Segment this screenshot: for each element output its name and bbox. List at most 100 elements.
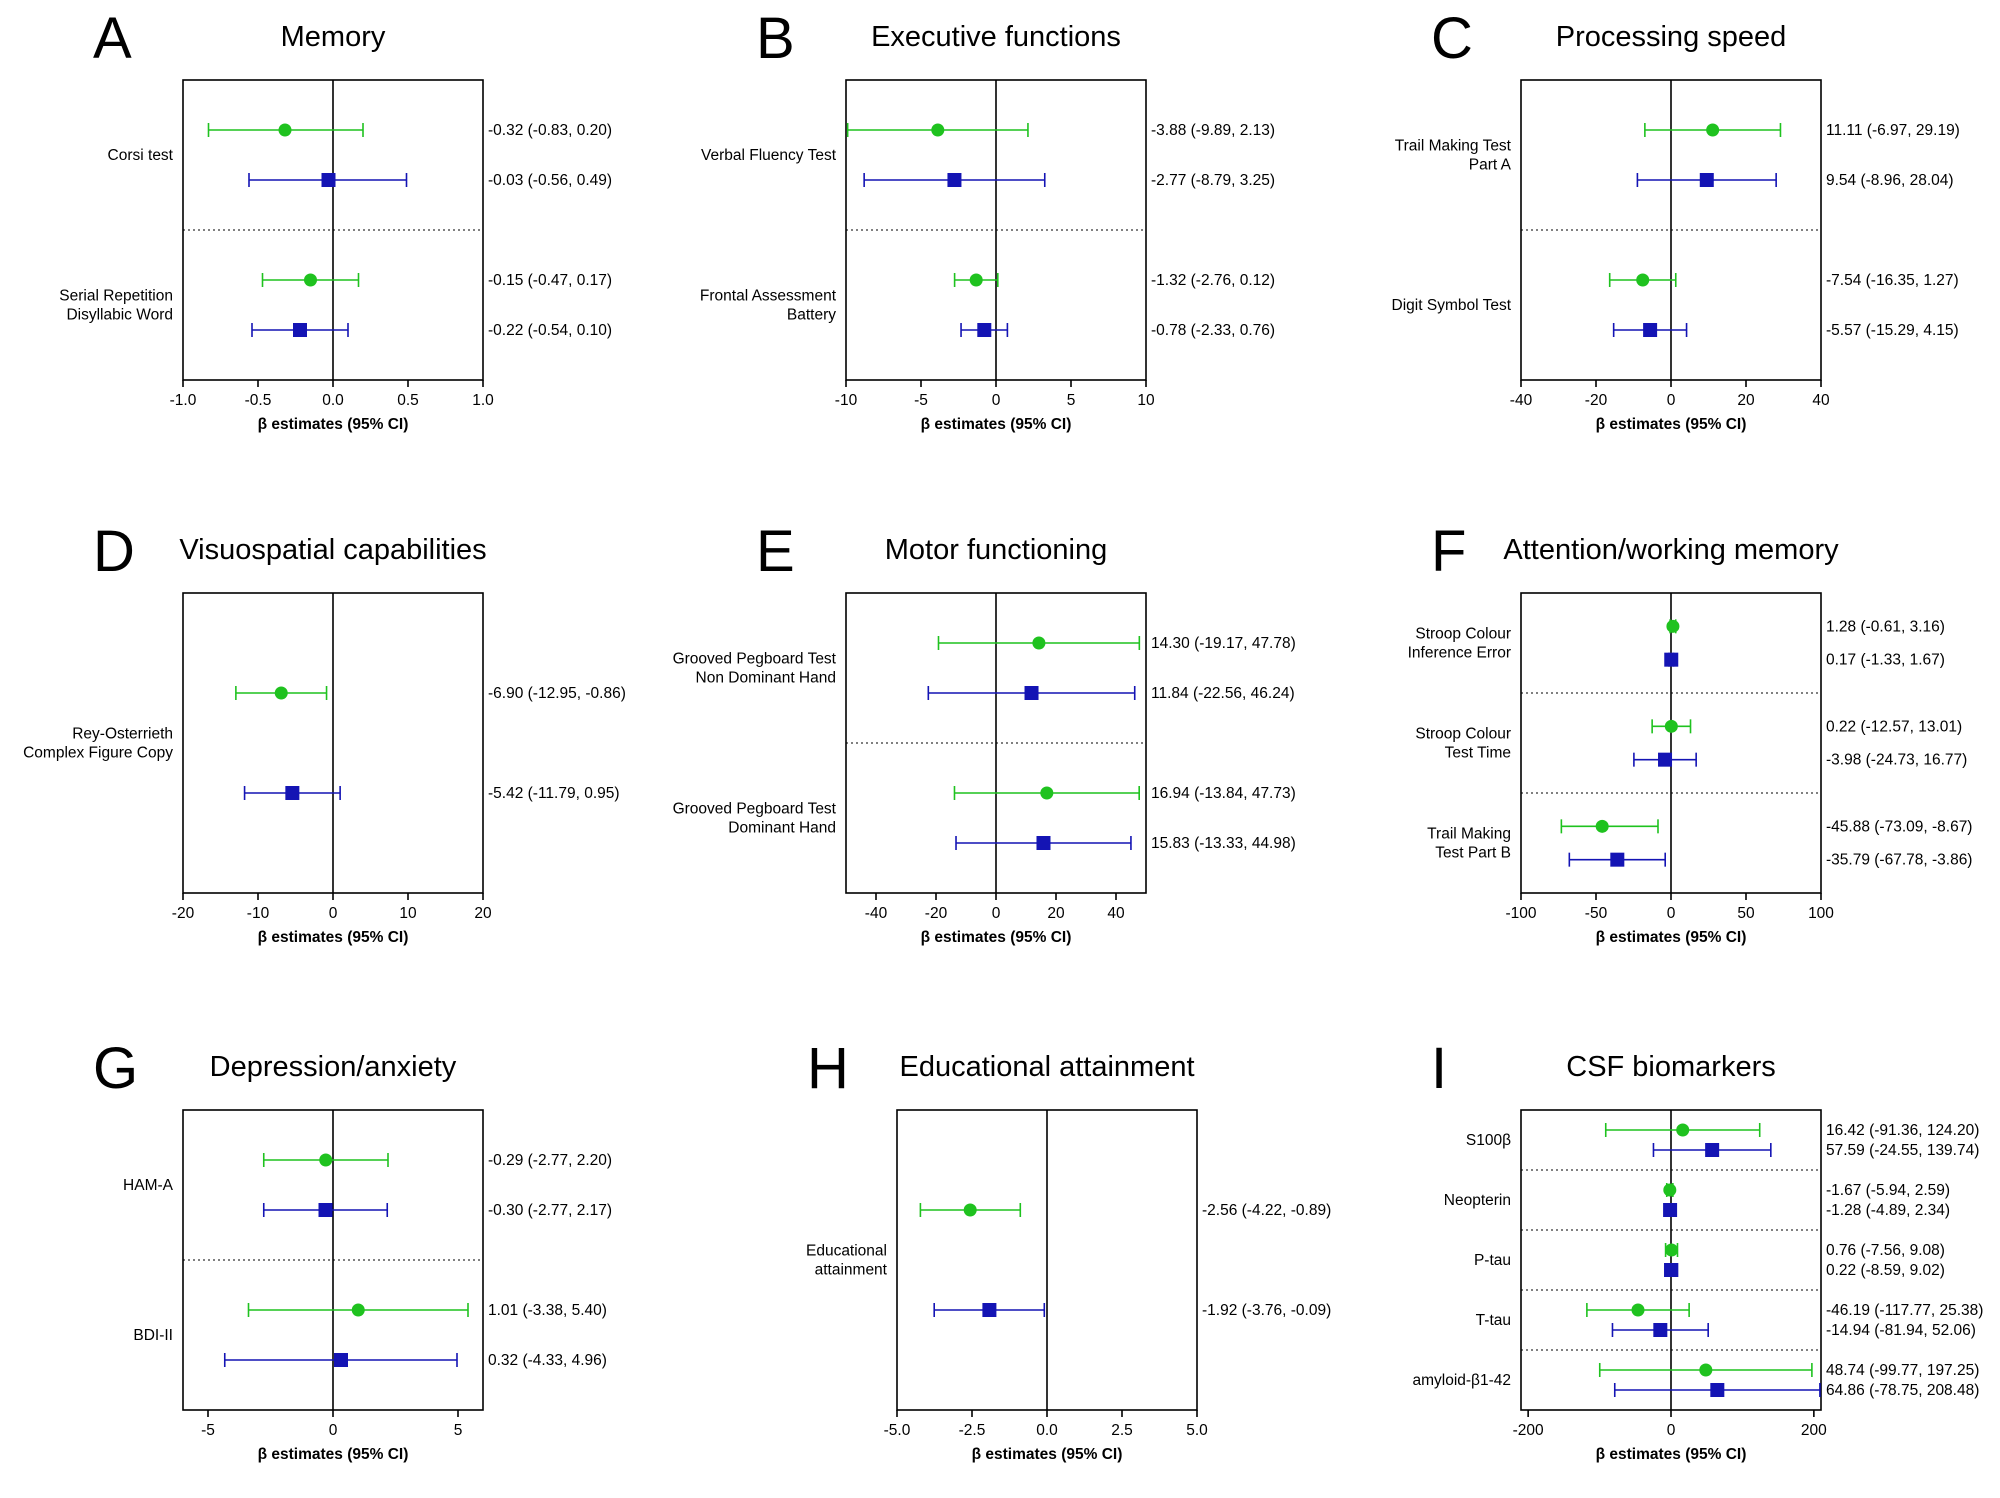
- panel-b-tick-label: 5: [1067, 392, 1076, 409]
- panel-i-x-axis-label: β estimates (95% CI): [1596, 1446, 1747, 1463]
- panel-i-green-estimate-label: -1.67 (-5.94, 2.59): [1826, 1182, 1950, 1199]
- panel-h-row-label: attainment: [815, 1262, 888, 1279]
- panel-c: C Processing speed -40 -20 0 20 40 β estimates …: [1392, 6, 1960, 433]
- panel-e-tick-label: -20: [925, 905, 948, 922]
- panel-f-tick-label: 0: [1667, 905, 1676, 922]
- panel-i-tick-label: -200: [1513, 1422, 1544, 1439]
- panel-c-blue-estimate-label: 9.54 (-8.96, 28.04): [1826, 172, 1954, 189]
- panel-i-blue-estimate-square: [1653, 1323, 1668, 1337]
- panel-e-row-label: Grooved Pegboard Test: [673, 801, 837, 818]
- panel-b-row-label: Frontal Assessment: [700, 288, 837, 305]
- panel-a-green-estimate-label: -0.15 (-0.47, 0.17): [488, 272, 612, 289]
- panel-i-row-label: Neopterin: [1444, 1192, 1511, 1209]
- panel-i-green-estimate-label: 0.76 (-7.56, 9.08): [1826, 1242, 1945, 1259]
- panel-e-blue-estimate-label: 15.83 (-13.33, 44.98): [1151, 835, 1296, 852]
- panel-a-row-label: Disyllabic Word: [66, 307, 173, 324]
- panel-b-blue-estimate-square: [947, 173, 962, 187]
- panel-i-blue-estimate-square: [1663, 1203, 1678, 1217]
- panel-g-blue-estimate-square: [318, 1203, 333, 1217]
- panel-h-blue-estimate-square: [982, 1303, 997, 1317]
- panel-i-blue-estimate-square: [1705, 1143, 1720, 1157]
- panel-f-row-label: Trail Making: [1427, 826, 1511, 843]
- panel-d-tick-label: 20: [474, 905, 492, 922]
- panel-h-blue-estimate-label: -1.92 (-3.76, -0.09): [1202, 1302, 1331, 1319]
- panel-g-x-axis-label: β estimates (95% CI): [258, 1446, 409, 1463]
- panel-i-tick-label: 0: [1667, 1422, 1676, 1439]
- panel-c-tick-label: 0: [1667, 392, 1676, 409]
- panel-f-blue-estimate-label: -3.98 (-24.73, 16.77): [1826, 752, 1967, 769]
- panel-h-green-estimate-circle: [963, 1203, 977, 1217]
- panel-f-row-label: Test Time: [1445, 745, 1511, 762]
- panel-f-green-estimate-circle: [1666, 619, 1680, 633]
- panel-g-tick-label: 5: [454, 1422, 463, 1439]
- panel-h-row-label: Educational: [806, 1243, 887, 1260]
- panel-g-blue-estimate-label: -0.30 (-2.77, 2.17): [488, 1202, 612, 1219]
- panel-a-title: Memory: [281, 21, 386, 53]
- panel-d-row-label: Complex Figure Copy: [23, 745, 173, 762]
- panel-g-letter: G: [93, 1036, 138, 1101]
- panel-c-title: Processing speed: [1556, 21, 1787, 53]
- panel-e-tick-label: 20: [1047, 905, 1065, 922]
- panel-a-blue-estimate-label: -0.22 (-0.54, 0.10): [488, 322, 612, 339]
- panel-b-x-axis-label: β estimates (95% CI): [921, 416, 1072, 433]
- panel-i-green-estimate-circle: [1663, 1183, 1677, 1197]
- panel-i-green-estimate-circle: [1665, 1243, 1679, 1257]
- panel-f-green-estimate-label: -45.88 (-73.09, -8.67): [1826, 818, 1972, 835]
- panel-f-green-estimate-circle: [1595, 819, 1609, 833]
- panel-e-blue-estimate-square: [1036, 836, 1051, 850]
- panel-d-green-estimate-label: -6.90 (-12.95, -0.86): [488, 685, 626, 702]
- panel-b-title: Executive functions: [871, 21, 1121, 53]
- panel-d: D Visuospatial capabilities -20 -10 0 10 20 β e…: [23, 519, 626, 946]
- panel-b: B Executive functions -10 -5 0 5 10 β estimates…: [700, 6, 1275, 433]
- panel-i-row-label: S100β: [1466, 1132, 1511, 1149]
- panel-c-tick-label: -20: [1585, 392, 1608, 409]
- panel-c-x-axis-label: β estimates (95% CI): [1596, 416, 1747, 433]
- panel-a-green-estimate-label: -0.32 (-0.83, 0.20): [488, 122, 612, 139]
- panel-f-row-label: Test Part B: [1435, 845, 1511, 862]
- panel-g-blue-estimate-square: [334, 1353, 348, 1367]
- panel-b-row-label: Verbal Fluency Test: [701, 147, 837, 164]
- panel-h: H Educational attainment -5.0 -2.5 0.0 2.5 5.0…: [806, 1036, 1331, 1463]
- panel-i-row-label: T-tau: [1476, 1312, 1511, 1329]
- panel-d-tick-label: 10: [399, 905, 417, 922]
- panel-i-green-estimate-circle: [1676, 1123, 1690, 1137]
- panel-e-row-label: Non Dominant Hand: [696, 670, 836, 687]
- panel-f-tick-label: -50: [1585, 905, 1608, 922]
- panel-f-blue-estimate-label: -35.79 (-67.78, -3.86): [1826, 852, 1972, 869]
- panel-f-x-axis-label: β estimates (95% CI): [1596, 929, 1747, 946]
- panel-f-tick-label: -100: [1505, 905, 1536, 922]
- panel-b-row-label: Battery: [787, 307, 836, 324]
- panel-c-green-estimate-label: 11.11 (-6.97, 29.19): [1826, 122, 1960, 139]
- panel-d-green-estimate-circle: [274, 686, 288, 700]
- panel-a-row-label: Serial Repetition: [59, 288, 173, 305]
- panel-e-green-estimate-label: 16.94 (-13.84, 47.73): [1151, 785, 1296, 802]
- panel-i-blue-estimate-label: 64.86 (-78.75, 208.48): [1826, 1382, 1979, 1399]
- panel-h-title: Educational attainment: [899, 1051, 1194, 1083]
- panel-a-green-estimate-circle: [304, 273, 317, 287]
- panel-c-green-estimate-circle: [1636, 273, 1650, 287]
- panel-g-green-estimate-circle: [351, 1303, 365, 1317]
- panel-e: E Motor functioning -40 -20 0 20 40 β estimates…: [673, 519, 1296, 946]
- panel-g-row-label: HAM-A: [123, 1177, 174, 1194]
- panel-c-green-estimate-label: -7.54 (-16.35, 1.27): [1826, 272, 1959, 289]
- panel-a-tick-label: 0.0: [322, 392, 344, 409]
- panel-f-blue-estimate-square: [1610, 852, 1625, 867]
- panel-d-x-axis-label: β estimates (95% CI): [258, 929, 409, 946]
- panel-c-row-label: Digit Symbol Test: [1392, 297, 1512, 314]
- panel-a-x-axis-label: β estimates (95% CI): [258, 416, 409, 433]
- panel-d-tick-label: -20: [172, 905, 195, 922]
- panel-i-green-estimate-label: -46.19 (-117.77, 25.38): [1826, 1302, 1983, 1319]
- panel-h-tick-label: 5.0: [1186, 1422, 1208, 1439]
- panel-i-row-label: P-tau: [1474, 1252, 1511, 1269]
- panel-e-blue-estimate-square: [1024, 686, 1039, 700]
- panel-g-green-estimate-label: 1.01 (-3.38, 5.40): [488, 1302, 607, 1319]
- panel-c-green-estimate-circle: [1706, 123, 1720, 137]
- panel-e-green-estimate-label: 14.30 (-19.17, 47.78): [1151, 635, 1296, 652]
- panel-f-blue-estimate-label: 0.17 (-1.33, 1.67): [1826, 652, 1945, 669]
- panel-b-tick-label: 10: [1137, 392, 1155, 409]
- panel-g-tick-label: -5: [201, 1422, 215, 1439]
- panel-i-green-estimate-label: 16.42 (-91.36, 124.20): [1826, 1122, 1979, 1139]
- panel-a-blue-estimate-square: [293, 323, 307, 337]
- panel-d-blue-estimate-label: -5.42 (-11.79, 0.95): [488, 785, 620, 802]
- panel-e-row-label: Grooved Pegboard Test: [673, 651, 837, 668]
